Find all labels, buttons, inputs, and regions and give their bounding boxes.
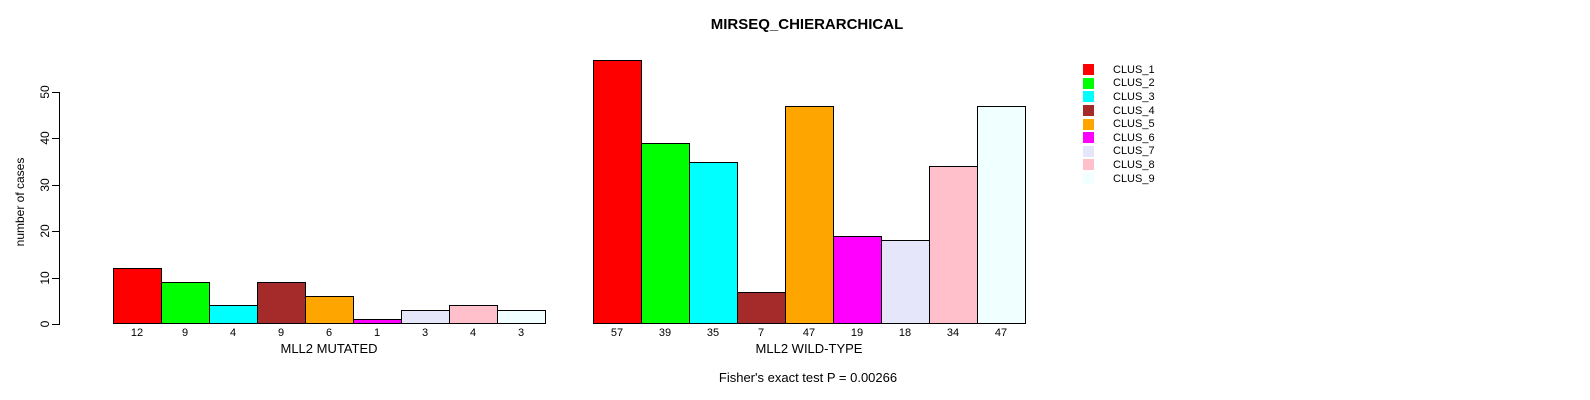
legend-label: CLUS_2	[1113, 77, 1155, 90]
bar-clus_7-group1	[401, 310, 450, 324]
y-axis-tick	[52, 92, 59, 93]
legend-item-clus_5: CLUS_5	[1083, 117, 1155, 131]
legend-label: CLUS_7	[1113, 145, 1155, 158]
bar-value-label: 3	[421, 327, 429, 339]
fisher-test-caption: Fisher's exact test P = 0.00266	[718, 370, 898, 385]
legend-color-swatch	[1083, 159, 1094, 171]
bar-clus_3-group2	[689, 162, 738, 324]
legend-item-clus_6: CLUS_6	[1083, 131, 1155, 145]
bar-value-label: 12	[130, 327, 144, 339]
legend-label: CLUS_8	[1113, 158, 1155, 171]
legend-color-swatch	[1083, 173, 1094, 185]
bar-clus_8-group2	[929, 166, 978, 324]
bar-clus_3-group1	[209, 305, 258, 324]
y-axis-tick	[52, 231, 59, 233]
bar-clus_4-group2	[737, 292, 786, 324]
y-axis-tick-label: 40	[38, 131, 52, 146]
legend-color-swatch	[1083, 105, 1094, 117]
legend-color-swatch	[1083, 118, 1094, 130]
bar-clus_2-group1	[161, 282, 210, 324]
legend-color-swatch	[1083, 132, 1094, 144]
y-axis-tick	[52, 184, 59, 186]
legend-color-swatch	[1083, 64, 1094, 76]
bar-clus_6-group1	[353, 319, 402, 324]
bar-value-label: 1	[373, 327, 381, 339]
legend-item-clus_4: CLUS_4	[1083, 104, 1155, 118]
bar-clus_2-group2	[641, 143, 690, 324]
y-axis-tick	[52, 277, 59, 279]
bar-clus_6-group2	[833, 236, 882, 324]
bar-clus_1-group2	[593, 60, 642, 324]
y-axis-tick-label: 10	[38, 270, 52, 285]
y-axis-line	[59, 92, 60, 325]
bar-value-label: 35	[706, 327, 720, 339]
legend-label: CLUS_6	[1113, 131, 1155, 144]
bar-clus_9-group1	[497, 310, 546, 324]
legend-label: CLUS_3	[1113, 90, 1155, 103]
bar-value-label: 34	[946, 327, 960, 339]
bar-clus_9-group2	[977, 106, 1026, 324]
y-axis-tick	[52, 138, 59, 140]
bar-value-label: 9	[181, 327, 189, 339]
legend-item-clus_8: CLUS_8	[1083, 158, 1155, 172]
bar-value-label: 6	[325, 327, 333, 339]
legend: CLUS_1 CLUS_2 CLUS_3 CLUS_4 CLUS_5 CLUS_6 CLUS…	[1083, 63, 1155, 185]
legend-item-clus_2: CLUS_2	[1083, 77, 1155, 91]
bar-value-label: 47	[802, 327, 816, 339]
bar-clus_8-group1	[449, 305, 498, 324]
bar-clus_1-group1	[113, 268, 162, 324]
bar-value-label: 9	[277, 327, 285, 339]
y-axis-tick-label: 30	[38, 178, 52, 192]
bar-clus_4-group1	[257, 282, 306, 324]
y-axis-tick-label: 20	[38, 224, 52, 238]
bar-value-label: 4	[469, 327, 477, 339]
y-axis-title: number of cases	[13, 157, 27, 247]
bar-value-label: 18	[898, 327, 912, 339]
legend-color-swatch	[1083, 145, 1094, 157]
y-axis-tick	[52, 324, 59, 325]
x-axis-label-mutated: MLL2 MUTATED	[280, 341, 378, 356]
legend-label: CLUS_9	[1113, 172, 1155, 185]
x-axis-label-wild-type: MLL2 WILD-TYPE	[755, 341, 863, 356]
y-axis-tick-label: 50	[38, 85, 52, 99]
legend-color-swatch	[1083, 77, 1094, 89]
bar-clus_5-group2	[785, 106, 834, 324]
legend-color-swatch	[1083, 91, 1094, 103]
bar-clus_7-group2	[881, 240, 930, 324]
bar-value-label: 19	[850, 327, 864, 339]
legend-item-clus_1: CLUS_1	[1083, 63, 1155, 77]
chart-title: MIRSEQ_CHIERARCHICAL	[710, 16, 904, 33]
bar-value-label: 39	[658, 327, 672, 339]
legend-item-clus_7: CLUS_7	[1083, 145, 1155, 159]
legend-label: CLUS_4	[1113, 104, 1155, 117]
y-axis-tick-label: 0	[38, 320, 52, 328]
bar-value-label: 4	[229, 327, 237, 339]
bar-value-label: 47	[994, 327, 1008, 339]
legend-label: CLUS_5	[1113, 118, 1155, 131]
bar-value-label: 7	[757, 327, 765, 339]
bar-clus_5-group1	[305, 296, 354, 324]
legend-item-clus_9: CLUS_9	[1083, 172, 1155, 186]
bar-value-label: 57	[610, 327, 624, 339]
legend-item-clus_3: CLUS_3	[1083, 90, 1155, 104]
bar-value-label: 3	[517, 327, 525, 339]
legend-label: CLUS_1	[1113, 63, 1155, 76]
